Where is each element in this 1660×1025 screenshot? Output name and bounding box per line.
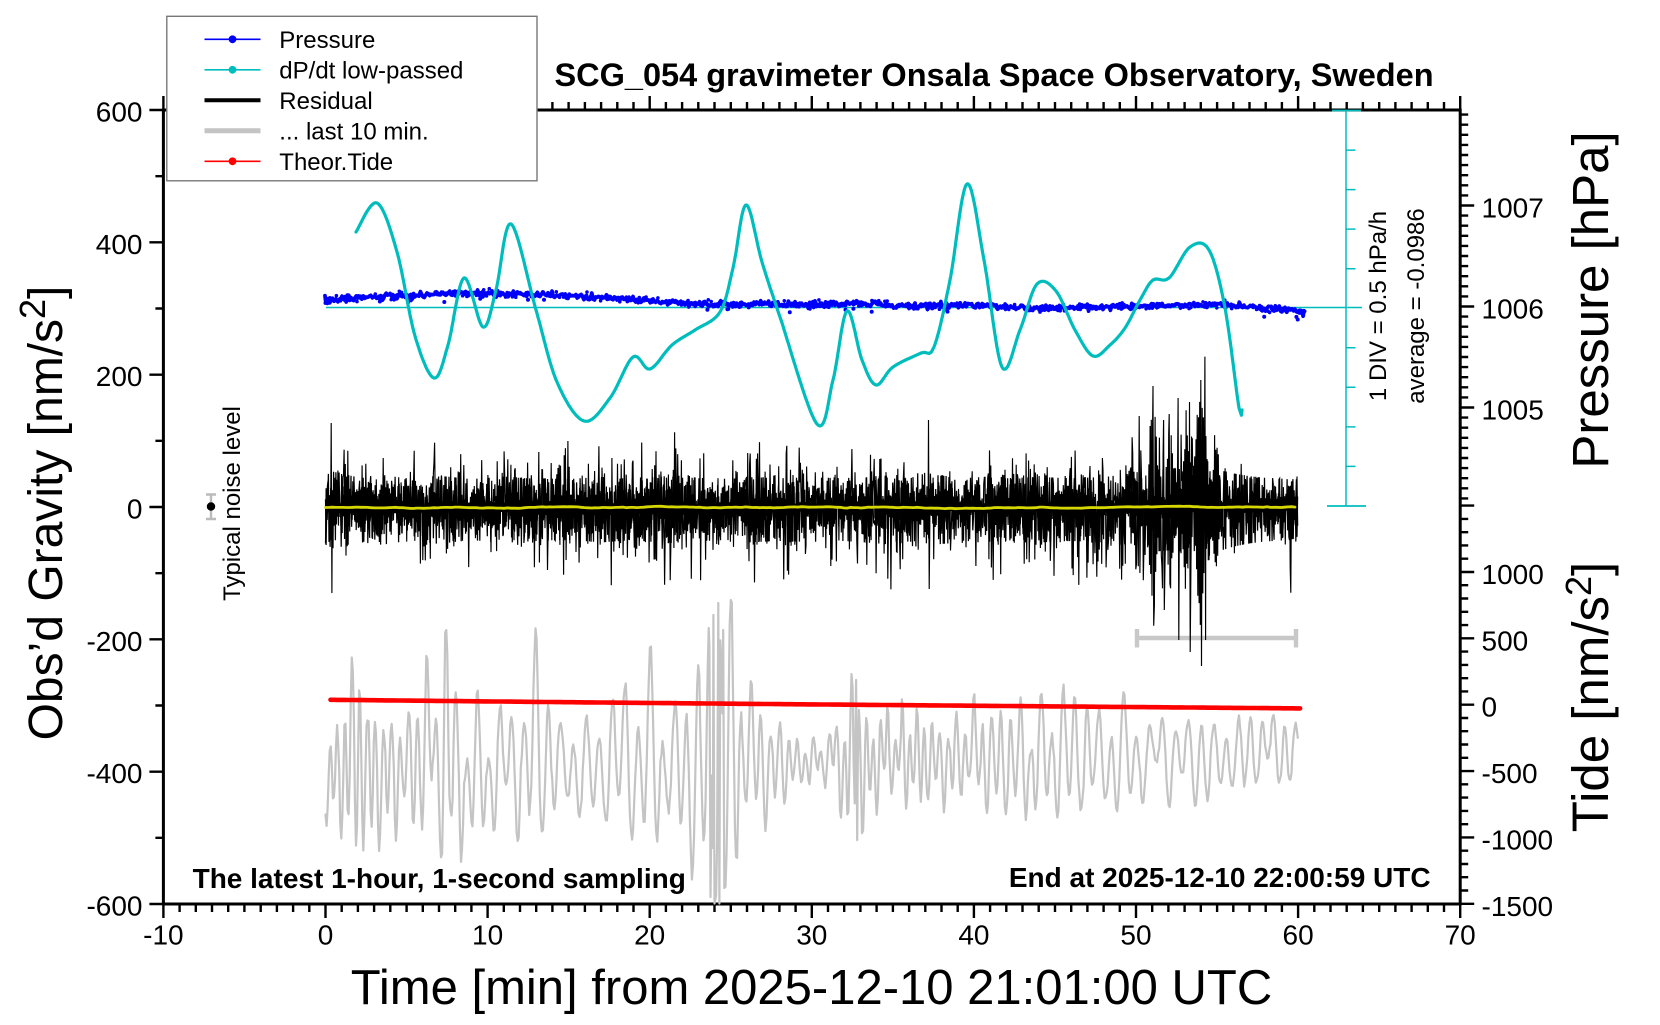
- svg-text:200: 200: [96, 361, 143, 392]
- svg-text:End at 2025-12-10 22:00:59 UTC: End at 2025-12-10 22:00:59 UTC: [1009, 862, 1431, 893]
- svg-text:-400: -400: [86, 758, 142, 789]
- svg-text:Typical noise level: Typical noise level: [219, 406, 246, 601]
- svg-text:Time [min] from 2025-12-10 21:: Time [min] from 2025-12-10 21:01:00 UTC: [351, 961, 1272, 1015]
- svg-text:Pressure [hPa]: Pressure [hPa]: [1562, 131, 1619, 468]
- svg-text:The latest 1-hour, 1-second sa: The latest 1-hour, 1-second sampling: [193, 863, 686, 894]
- svg-text:... last 10 min.: ... last 10 min.: [279, 118, 428, 145]
- svg-text:0: 0: [318, 920, 334, 951]
- svg-text:1005: 1005: [1482, 395, 1544, 426]
- svg-text:Tide [nm/s2]: Tide [nm/s2]: [1558, 562, 1619, 832]
- svg-text:-200: -200: [86, 626, 142, 657]
- svg-text:Pressure: Pressure: [279, 27, 375, 54]
- svg-text:600: 600: [96, 97, 143, 128]
- svg-text:SCG_054 gravimeter Onsala Spac: SCG_054 gravimeter Onsala Space Observat…: [554, 57, 1433, 93]
- svg-text:1 DIV = 0.5 hPa/h: 1 DIV = 0.5 hPa/h: [1365, 211, 1392, 401]
- svg-text:Theor.Tide: Theor.Tide: [279, 149, 393, 176]
- svg-text:10: 10: [472, 920, 503, 951]
- svg-text:-500: -500: [1482, 758, 1538, 789]
- svg-text:1006: 1006: [1482, 294, 1544, 325]
- svg-text:20: 20: [634, 920, 665, 951]
- svg-text:0: 0: [127, 494, 143, 525]
- svg-text:0: 0: [1482, 692, 1498, 723]
- svg-text:70: 70: [1445, 920, 1476, 951]
- svg-text:-1500: -1500: [1482, 891, 1554, 922]
- svg-text:average = -0.0986: average = -0.0986: [1403, 208, 1430, 403]
- svg-text:60: 60: [1283, 920, 1314, 951]
- svg-text:50: 50: [1120, 920, 1151, 951]
- svg-text:500: 500: [1482, 625, 1529, 656]
- svg-text:dP/dt low-passed: dP/dt low-passed: [279, 57, 463, 84]
- svg-text:-600: -600: [86, 891, 142, 922]
- svg-text:30: 30: [796, 920, 827, 951]
- svg-text:Residual: Residual: [279, 88, 372, 115]
- svg-text:-10: -10: [143, 920, 183, 951]
- svg-text:400: 400: [96, 229, 143, 260]
- svg-text:40: 40: [958, 920, 989, 951]
- svg-text:1000: 1000: [1482, 559, 1544, 590]
- svg-text:1007: 1007: [1482, 193, 1544, 224]
- svg-text:Obs’d Gravity [nm/s2]: Obs’d Gravity [nm/s2]: [12, 286, 73, 741]
- svg-text:-1000: -1000: [1482, 824, 1554, 855]
